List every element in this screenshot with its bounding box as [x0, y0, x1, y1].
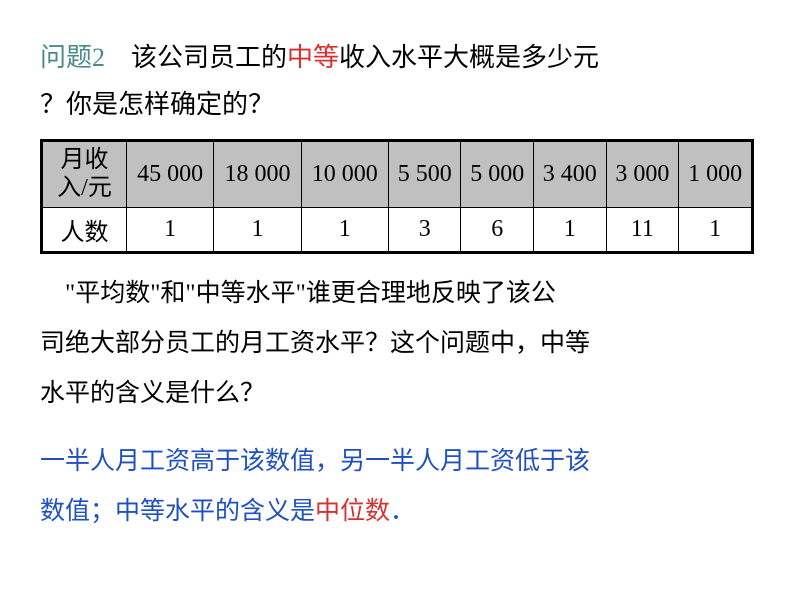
count-cell: 6: [461, 208, 534, 253]
header-label: 月收入/元: [42, 140, 127, 208]
answer-blue-part1: 一半人月工资高于该数值，另一半人月工资低于该: [40, 448, 590, 475]
question-highlight: 中等: [287, 43, 339, 72]
count-cell: 1: [214, 208, 301, 253]
income-header: 45 000: [127, 140, 214, 208]
income-header: 5 000: [461, 140, 534, 208]
question-header: 问题2 该公司员工的中等收入水平大概是多少元 ？你是怎样确定的？: [40, 35, 754, 129]
body-line3: 水平的含义是什么？: [40, 380, 265, 407]
income-header: 10 000: [301, 140, 388, 208]
count-cell: 3: [388, 208, 461, 253]
question-label: 问题2: [40, 43, 105, 72]
count-cell: 1: [301, 208, 388, 253]
income-table: 月收入/元 45 000 18 000 10 000 5 500 5 000 3…: [40, 139, 754, 255]
question-suffix1: 收入水平大概是多少元: [339, 43, 599, 72]
table-data-row: 人数 1 1 1 3 6 1 11 1: [42, 208, 753, 253]
body-line1: "平均数"和"中等水平"谁更合理地反映了该公: [40, 280, 556, 307]
answer-blue-part2: 数值；中等水平的含义是: [40, 498, 315, 525]
income-table-container: 月收入/元 45 000 18 000 10 000 5 500 5 000 3…: [40, 139, 754, 255]
answer-period: ．: [390, 498, 415, 525]
income-header: 3 400: [534, 140, 607, 208]
income-header: 5 500: [388, 140, 461, 208]
answer-red-part: 中位数: [315, 498, 390, 525]
question-line2: ？你是怎样确定的？: [40, 90, 274, 119]
body-paragraph: "平均数"和"中等水平"谁更合理地反映了该公 司绝大部分员工的月工资水平？这个问…: [40, 269, 754, 419]
count-cell: 1: [127, 208, 214, 253]
count-cell: 1: [679, 208, 753, 253]
income-header: 1 000: [679, 140, 753, 208]
count-cell: 11: [606, 208, 679, 253]
table-header-row: 月收入/元 45 000 18 000 10 000 5 500 5 000 3…: [42, 140, 753, 208]
income-header: 3 000: [606, 140, 679, 208]
count-cell: 1: [534, 208, 607, 253]
income-header: 18 000: [214, 140, 301, 208]
row-label: 人数: [42, 208, 127, 253]
question-prefix: 该公司员工的: [105, 43, 287, 72]
answer-paragraph: 一半人月工资高于该数值，另一半人月工资低于该 数值；中等水平的含义是中位数．: [40, 437, 754, 537]
body-line2: 司绝大部分员工的月工资水平？这个问题中，中等: [40, 330, 590, 357]
